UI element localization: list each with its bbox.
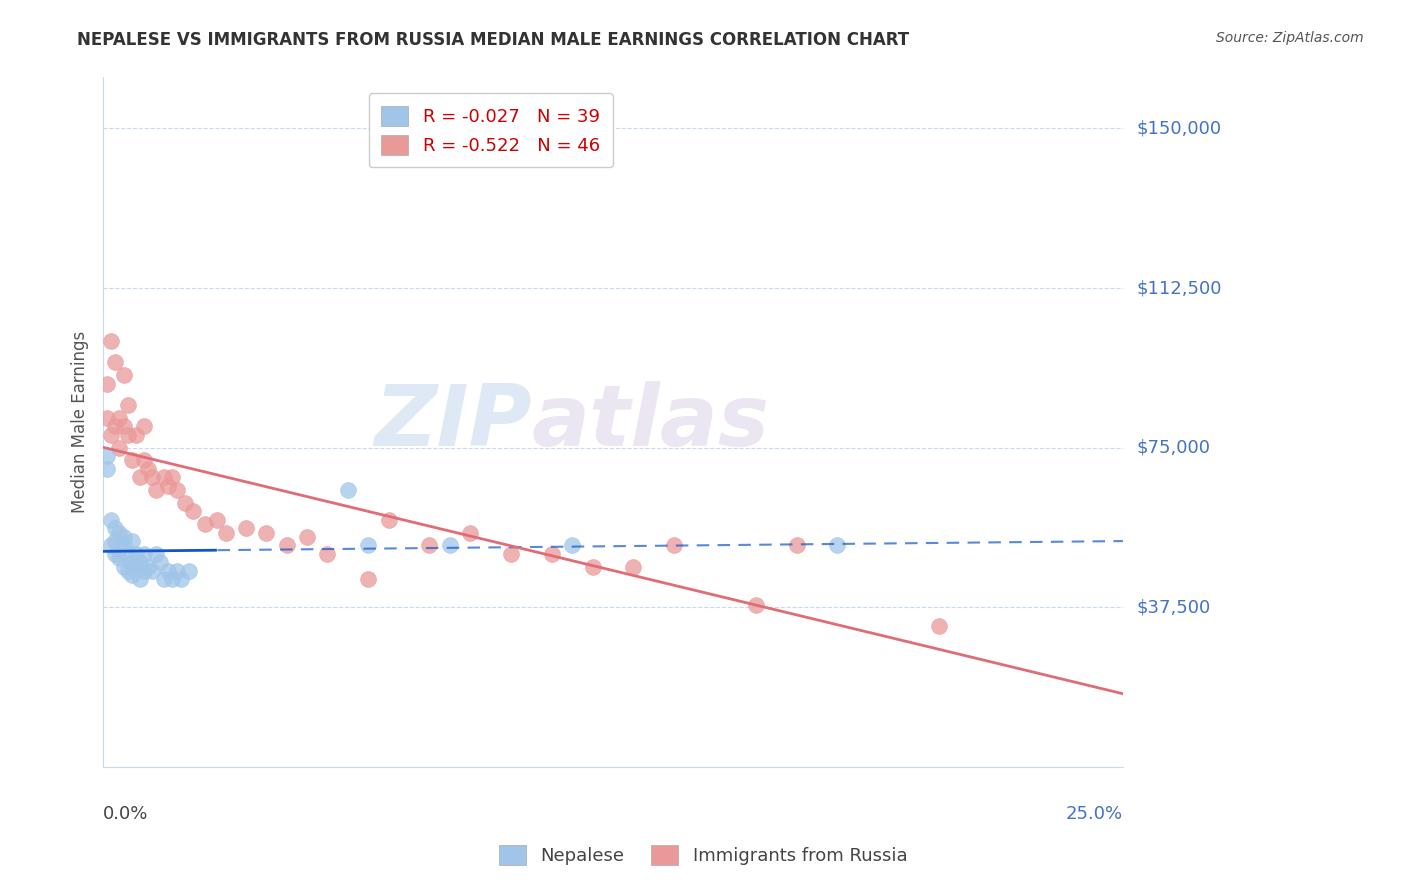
Point — [162, 470, 184, 484]
Point — [153, 573, 176, 587]
Point — [141, 564, 163, 578]
Point — [132, 419, 155, 434]
Point — [112, 419, 135, 434]
Point — [254, 525, 277, 540]
Point — [458, 525, 481, 540]
Legend: R = -0.027   N = 39, R = -0.522   N = 46: R = -0.027 N = 39, R = -0.522 N = 46 — [368, 94, 613, 168]
Point — [121, 568, 143, 582]
Point — [499, 547, 522, 561]
Point — [357, 573, 380, 587]
Point — [96, 410, 118, 425]
Point — [132, 547, 155, 561]
Point — [207, 513, 229, 527]
Point — [117, 427, 139, 442]
Text: Source: ZipAtlas.com: Source: ZipAtlas.com — [1216, 31, 1364, 45]
Point — [121, 453, 143, 467]
Point — [214, 525, 236, 540]
Text: $112,500: $112,500 — [1137, 279, 1222, 297]
Point — [112, 368, 135, 383]
Point — [145, 483, 167, 497]
Point — [149, 555, 172, 569]
Point — [96, 462, 118, 476]
Point — [377, 513, 399, 527]
Text: $75,000: $75,000 — [1137, 439, 1211, 457]
Point — [141, 470, 163, 484]
Point — [136, 559, 159, 574]
Text: $150,000: $150,000 — [1137, 120, 1222, 137]
Point — [132, 564, 155, 578]
Point — [316, 547, 339, 561]
Point — [540, 547, 562, 561]
Text: NEPALESE VS IMMIGRANTS FROM RUSSIA MEDIAN MALE EARNINGS CORRELATION CHART: NEPALESE VS IMMIGRANTS FROM RUSSIA MEDIA… — [77, 31, 910, 49]
Point — [100, 513, 122, 527]
Point — [157, 564, 180, 578]
Point — [177, 564, 200, 578]
Point — [104, 547, 127, 561]
Text: $37,500: $37,500 — [1137, 598, 1211, 616]
Point — [745, 598, 768, 612]
Point — [162, 573, 184, 587]
Point — [128, 555, 150, 569]
Point — [121, 534, 143, 549]
Point — [117, 547, 139, 561]
Point — [623, 559, 645, 574]
Point — [108, 441, 131, 455]
Point — [561, 538, 583, 552]
Text: atlas: atlas — [531, 381, 769, 464]
Point — [125, 559, 148, 574]
Point — [235, 521, 257, 535]
Point — [336, 483, 359, 497]
Text: 0.0%: 0.0% — [103, 805, 149, 823]
Point — [100, 334, 122, 348]
Point — [166, 483, 188, 497]
Point — [418, 538, 440, 552]
Point — [108, 542, 131, 557]
Point — [132, 453, 155, 467]
Point — [276, 538, 298, 552]
Point — [664, 538, 686, 552]
Point — [145, 547, 167, 561]
Text: 25.0%: 25.0% — [1066, 805, 1123, 823]
Point — [112, 538, 135, 552]
Point — [181, 504, 204, 518]
Point — [108, 551, 131, 566]
Point — [157, 479, 180, 493]
Point — [194, 517, 217, 532]
Point — [357, 538, 380, 552]
Point — [827, 538, 849, 552]
Point — [128, 470, 150, 484]
Point — [295, 530, 318, 544]
Point — [786, 538, 808, 552]
Point — [108, 410, 131, 425]
Point — [108, 525, 131, 540]
Point — [104, 521, 127, 535]
Point — [125, 547, 148, 561]
Point — [928, 619, 950, 633]
Point — [166, 564, 188, 578]
Point — [104, 419, 127, 434]
Point — [125, 427, 148, 442]
Point — [117, 398, 139, 412]
Point — [128, 573, 150, 587]
Point — [96, 449, 118, 463]
Point — [104, 534, 127, 549]
Legend: Nepalese, Immigrants from Russia: Nepalese, Immigrants from Russia — [488, 834, 918, 876]
Text: ZIP: ZIP — [374, 381, 531, 464]
Point — [112, 559, 135, 574]
Point — [173, 496, 195, 510]
Point — [117, 564, 139, 578]
Point — [169, 573, 191, 587]
Point — [121, 555, 143, 569]
Point — [153, 470, 176, 484]
Point — [96, 376, 118, 391]
Point — [100, 427, 122, 442]
Point — [104, 355, 127, 369]
Point — [136, 462, 159, 476]
Point — [581, 559, 603, 574]
Point — [439, 538, 461, 552]
Point — [112, 530, 135, 544]
Y-axis label: Median Male Earnings: Median Male Earnings — [72, 331, 89, 513]
Point — [100, 538, 122, 552]
